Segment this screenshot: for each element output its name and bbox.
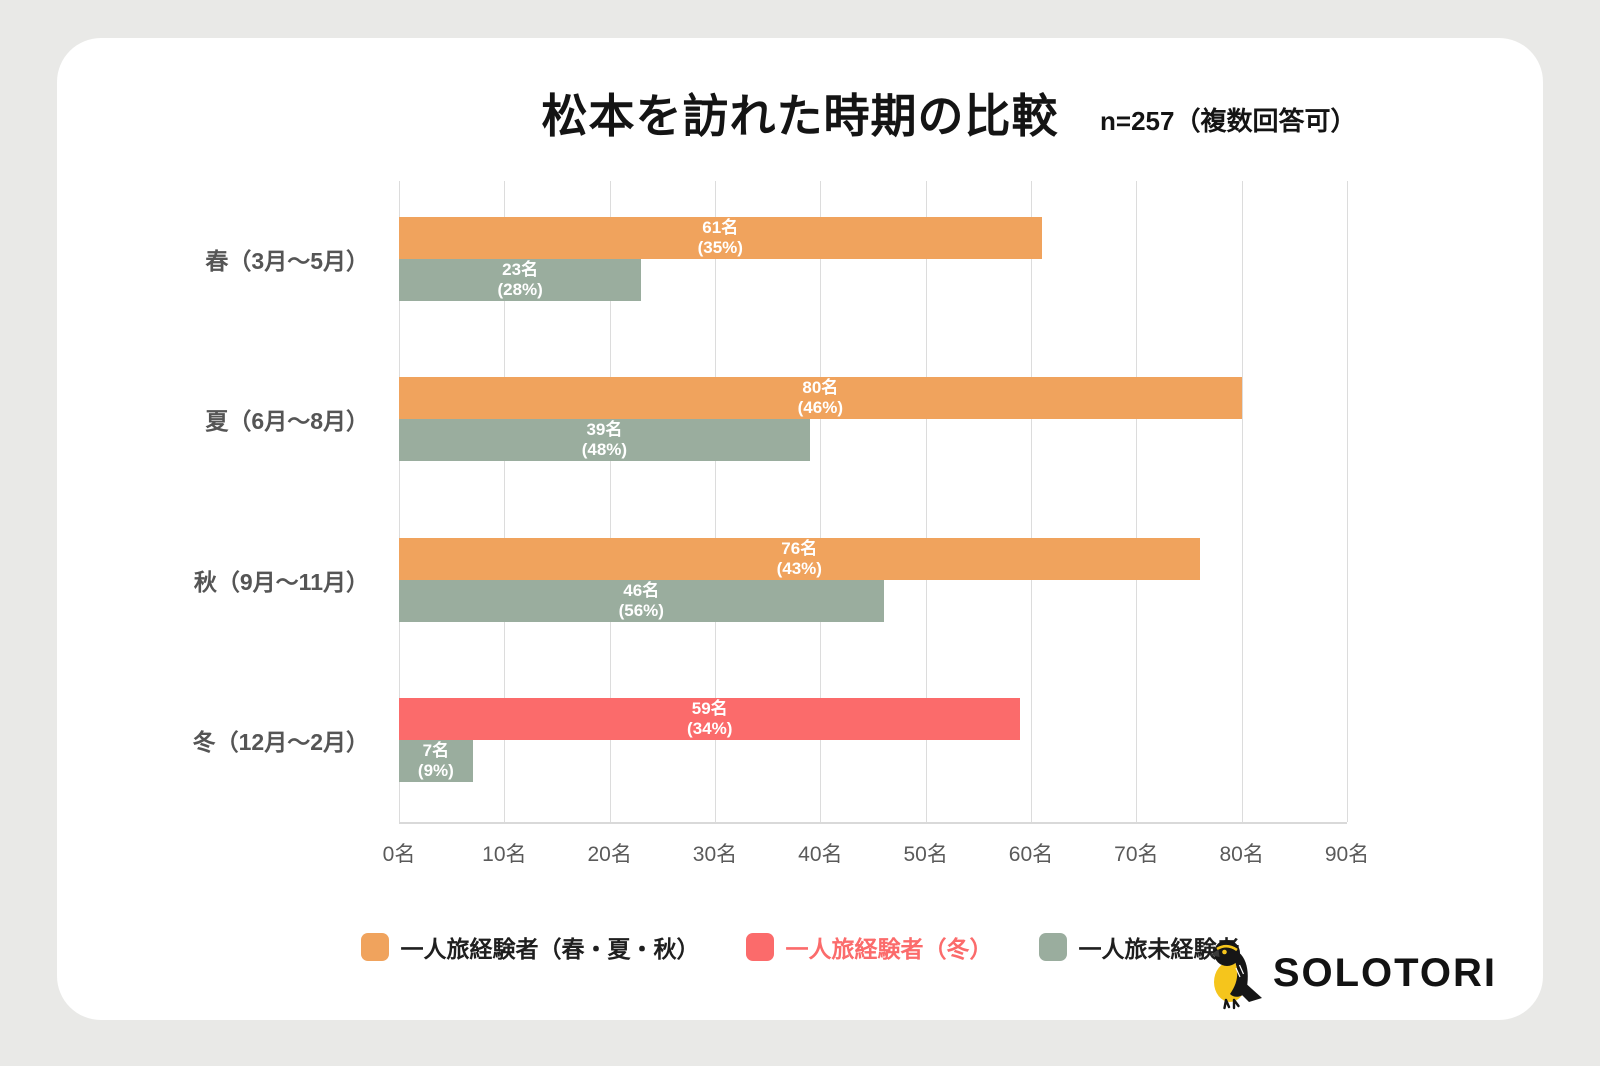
gridline — [1347, 181, 1348, 822]
bar-group: 59名 (34%) 7名 (9%) — [399, 662, 1347, 822]
brand-name: SOLOTORI — [1272, 950, 1497, 995]
bar-solo_inexperienced: 23名 (28%) — [399, 259, 642, 301]
bar-solo_experienced: 80名 (46%) — [399, 377, 1242, 420]
bar-value-label: 61名 (35%) — [698, 218, 743, 258]
chart-card: 松本を訪れた時期の比較 n=257（複数回答可） 春（3月～5月） 夏（6月～8月… — [57, 38, 1543, 1020]
bar-count-text: 59名 — [691, 698, 728, 718]
legend-swatch-solo_experienced — [360, 933, 389, 961]
bar-count-text: 39名 — [586, 420, 623, 440]
bar-count-text: 61名 — [702, 218, 739, 237]
category-axis: 春（3月～5月） 夏（6月～8月） 秋（9月～11月） 冬（12月～2月） — [57, 181, 369, 822]
bar-value-label: 39名 (48%) — [582, 420, 627, 460]
x-axis-tick: 60名 — [1008, 843, 1054, 866]
x-axis-tick: 20名 — [587, 843, 632, 866]
bar-solo_inexperienced: 46名 (56%) — [399, 579, 884, 622]
bird-icon — [1209, 940, 1262, 1010]
chart-header: 松本を訪れた時期の比較 n=257（複数回答可） — [57, 90, 1543, 143]
bar-percent-text: (43%) — [776, 558, 822, 578]
bar-percent-text: (46%) — [797, 398, 843, 418]
category-label: 夏（6月～8月） — [205, 408, 369, 435]
bar-value-label: 46名 (56%) — [619, 581, 664, 621]
legend-item: 一人旅経験者（春・夏・秋） — [360, 930, 700, 964]
bar-value-label: 59名 (34%) — [687, 699, 732, 739]
gridline — [399, 181, 400, 822]
category-label: 春（3月～5月） — [205, 248, 369, 274]
bar-percent-text: (9%) — [417, 760, 454, 780]
legend-label: 一人旅経験者（冬） — [785, 936, 993, 962]
bar-count-text: 80名 — [802, 378, 839, 398]
bar-value-label: 23名 (28%) — [497, 260, 542, 300]
bar-value-label: 7名 (9%) — [418, 741, 454, 781]
bar-count-text: 76名 — [781, 538, 818, 558]
bar-count-text: 46名 — [623, 580, 660, 600]
x-axis-tick: 10名 — [482, 843, 527, 866]
bar-group: 61名 (35%) 23名 (28%) — [399, 181, 1347, 341]
bar-solo_experienced: 76名 (43%) — [399, 537, 1200, 580]
gridline — [714, 181, 716, 822]
x-axis-tick: 50名 — [903, 843, 948, 866]
legend-label: 一人旅経験者（春・夏・秋） — [400, 936, 700, 962]
gridline — [820, 181, 822, 822]
bar-count-text: 7名 — [422, 740, 450, 760]
x-axis-tick: 70名 — [1114, 843, 1159, 866]
bar-group: 80名 (46%) 39名 (48%) — [399, 341, 1347, 501]
category-label: 冬（12月～2月） — [192, 728, 369, 755]
bar-value-label: 76名 (43%) — [777, 539, 822, 579]
bar-percent-text: (56%) — [618, 600, 664, 620]
bar-solo_experienced_winter: 59名 (34%) — [399, 697, 1021, 740]
bar-value-label: 80名 (46%) — [798, 378, 843, 418]
x-axis-tick: 80名 — [1219, 843, 1264, 866]
gridline — [1136, 181, 1138, 822]
legend-label: 一人旅未経験者 — [1078, 936, 1240, 962]
bar-count-text: 23名 — [502, 260, 539, 279]
bar-percent-text: (34%) — [687, 718, 733, 738]
gridline — [1241, 181, 1243, 822]
legend-item: 一人旅未経験者 — [1038, 930, 1240, 964]
legend: 一人旅経験者（春・夏・秋） 一人旅経験者（冬） 一人旅未経験者 — [57, 930, 1543, 964]
sample-size-note: n=257（複数回答可） — [1100, 105, 1357, 136]
x-axis-tick: 40名 — [798, 843, 843, 866]
bar-solo_inexperienced: 39名 (48%) — [399, 419, 810, 462]
x-axis-tick: 30名 — [692, 843, 738, 866]
brand-logo: SOLOTORI — [1208, 936, 1497, 1010]
x-axis-tick: 90名 — [1324, 843, 1370, 866]
bar-solo_inexperienced: 7名 (9%) — [399, 739, 473, 782]
legend-item: 一人旅経験者（冬） — [745, 930, 993, 964]
bar-percent-text: (48%) — [581, 440, 628, 460]
bar-percent-text: (28%) — [497, 280, 543, 299]
chart-title: 松本を訪れた時期の比較 — [541, 90, 1059, 142]
gridline — [504, 181, 506, 822]
x-axis-tick: 0名 — [382, 843, 416, 866]
gridline — [1030, 181, 1032, 822]
bar-percent-text: (35%) — [697, 238, 743, 257]
gridline — [925, 181, 927, 822]
legend-swatch-solo_experienced_winter — [745, 933, 774, 961]
bar-solo_experienced: 61名 (35%) — [399, 217, 1042, 259]
category-label: 秋（9月～11月） — [193, 568, 369, 595]
legend-swatch-solo_inexperienced — [1038, 933, 1067, 961]
bar-group: 76名 (43%) 46名 (56%) — [399, 502, 1347, 662]
x-axis: 0名 10名 20名 30名 40名 50名 60名 70名 80名 90名 — [383, 838, 1370, 866]
plot-area: 61名 (35%) 23名 (28%) 80名 (46%) 39名 (48%) 76名 (43%)… — [399, 181, 1348, 824]
gridline — [609, 181, 611, 822]
